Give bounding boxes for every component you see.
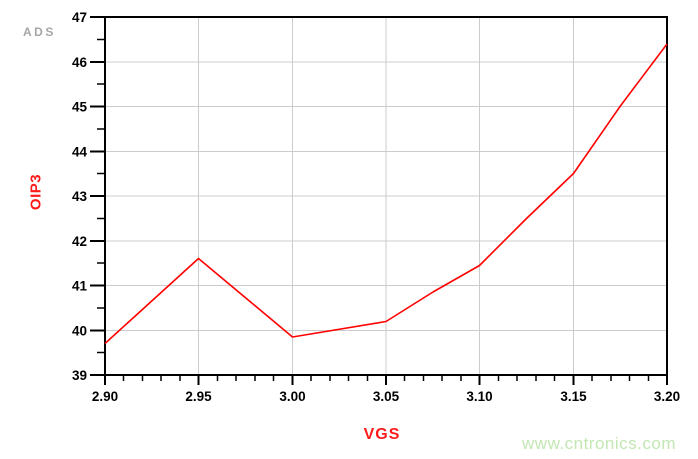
y-tick-label: 47	[72, 10, 87, 25]
x-tick-label: 3.20	[654, 389, 680, 404]
y-tick-label: 42	[72, 234, 87, 249]
x-tick-label: 2.90	[92, 389, 118, 404]
y-tick-label: 46	[72, 55, 88, 70]
y-axis-title: OIP3	[27, 173, 45, 211]
y-tick-label: 43	[72, 189, 88, 204]
plot-frame	[104, 16, 668, 376]
trace-oip3	[104, 43, 668, 345]
x-tick-label: 2.95	[185, 389, 212, 404]
y-tick-label: 39	[72, 368, 87, 383]
x-tick-label: 3.10	[466, 389, 492, 404]
x-tick-label: 3.05	[373, 389, 400, 404]
x-axis-title: VGS	[363, 426, 401, 443]
y-tick-label: 45	[72, 100, 88, 115]
y-tick-label: 44	[72, 145, 88, 160]
x-tick-label: 3.15	[560, 389, 587, 404]
y-tick-label: 40	[72, 324, 87, 339]
watermark-text: www.cntronics.com	[522, 434, 676, 453]
y-tick-label: 41	[72, 279, 88, 294]
ads-logo: ADS	[23, 25, 56, 39]
x-tick-label: 3.00	[279, 389, 305, 404]
